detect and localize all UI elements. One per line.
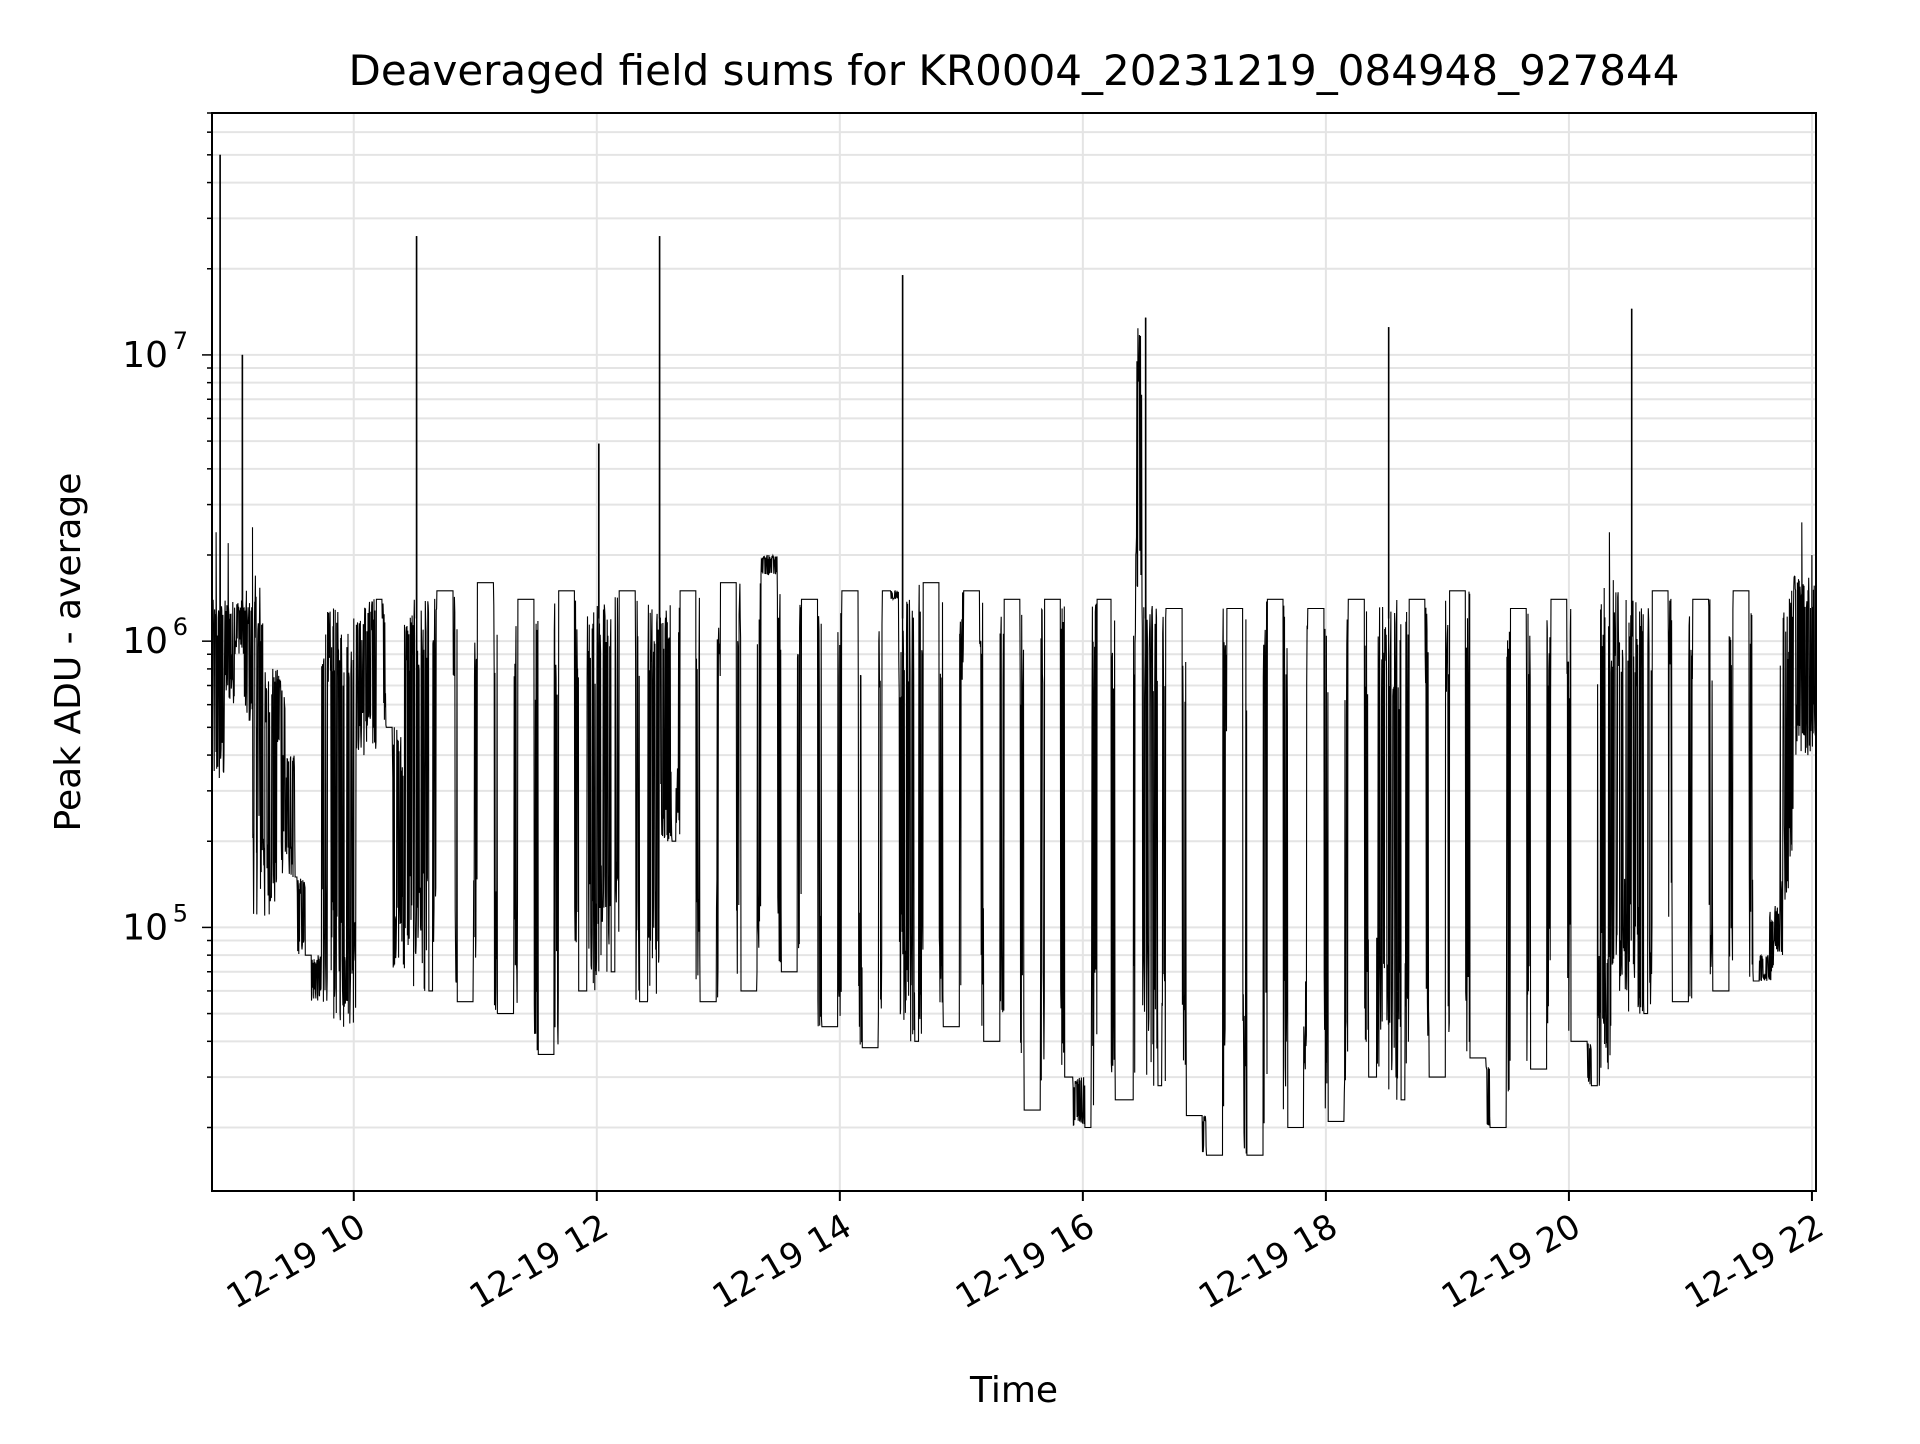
plot-frame: [211, 112, 1817, 1192]
chart-title: Deaveraged field sums for KR0004_2023121…: [349, 46, 1680, 95]
data-layer: [211, 154, 1817, 1156]
x-axis-label: Time: [969, 1370, 1058, 1411]
y-tick-label-exponent: 5: [173, 899, 188, 927]
y-tick-label: 10: [122, 335, 168, 376]
y-tick-label-exponent: 7: [173, 327, 188, 355]
series-line: [211, 154, 1817, 1156]
y-tick-label-exponent: 6: [173, 613, 188, 641]
y-axis-label: Peak ADU - average: [48, 473, 89, 832]
y-tick-label: 10: [122, 621, 168, 662]
y-tick-label: 10: [122, 907, 168, 948]
